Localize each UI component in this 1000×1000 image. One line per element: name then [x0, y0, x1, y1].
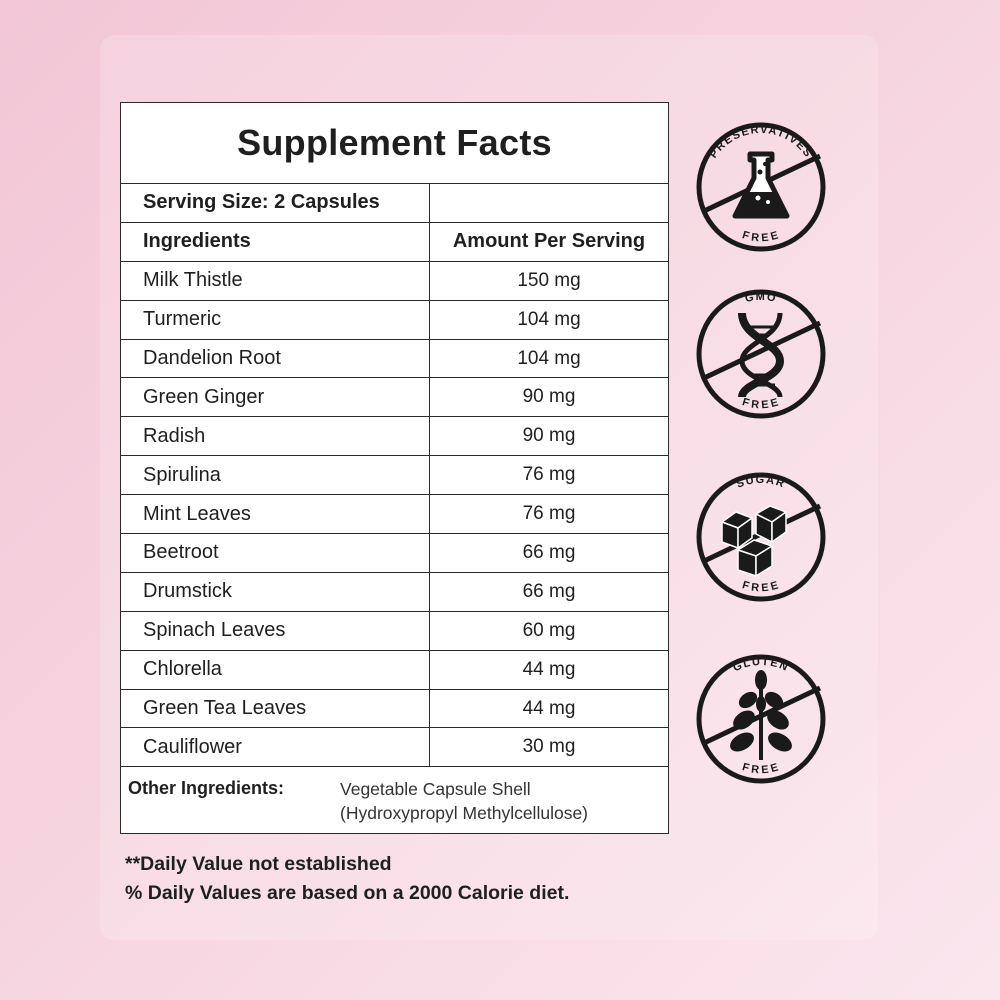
- ingredient-amount: 104 mg: [517, 308, 581, 330]
- svg-text:GMO: GMO: [744, 291, 778, 305]
- svg-text:FREE: FREE: [741, 761, 781, 776]
- badge-top-text: GMO: [744, 291, 776, 305]
- footnote-calorie-diet: % Daily Values are based on a 2000 Calor…: [125, 882, 570, 904]
- table-row: Green Ginger 90 mg: [121, 378, 668, 418]
- ingredient-name: Turmeric: [121, 300, 430, 339]
- ingredient-amount: 66 mg: [522, 541, 576, 563]
- badge-top-text: GLUTEN: [731, 656, 789, 674]
- svg-text:GLUTEN: GLUTEN: [731, 656, 790, 674]
- ingredient-amount: 104 mg: [517, 347, 581, 369]
- table-row: Mint Leaves 76 mg: [121, 495, 668, 535]
- ingredient-amount: 76 mg: [522, 503, 576, 525]
- table-header-row: Ingredients Amount Per Serving: [121, 222, 668, 262]
- ingredient-amount: 30 mg: [522, 736, 576, 758]
- ingredient-amount: 60 mg: [522, 619, 576, 641]
- svg-text:FREE: FREE: [741, 396, 781, 411]
- sugar-cubes-icon: SUGAR FREE: [696, 472, 826, 602]
- facts-title: Supplement Facts: [121, 103, 668, 184]
- flask-icon: PRESERVATIVES FREE: [696, 122, 826, 252]
- gmo-free-badge: GMO FREE: [690, 283, 832, 425]
- ingredient-amount: 44 mg: [522, 697, 576, 719]
- ingredient-name: Green Ginger: [121, 378, 430, 417]
- serving-size-row: Serving Size: 2 Capsules: [121, 184, 668, 223]
- ingredient-name: Dandelion Root: [121, 339, 430, 378]
- gluten-free-badge: GLUTEN FREE: [690, 648, 832, 790]
- ingredients-column-header: Ingredients: [121, 222, 430, 261]
- table-row: Radish 90 mg: [121, 417, 668, 457]
- table-row: Beetroot 66 mg: [121, 534, 668, 573]
- svg-text:SUGAR: SUGAR: [735, 474, 787, 491]
- table-row: Dandelion Root 104 mg: [121, 339, 668, 379]
- table-row: Spinach Leaves 60 mg: [121, 611, 668, 651]
- table-row: Spirulina 76 mg: [121, 456, 668, 496]
- ingredient-name: Green Tea Leaves: [121, 689, 430, 728]
- ingredient-name: Drumstick: [121, 572, 430, 611]
- serving-size-empty-cell: [430, 184, 668, 222]
- ingredient-amount: 90 mg: [522, 425, 576, 447]
- svg-text:FREE: FREE: [741, 579, 781, 594]
- sugar-free-badge: SUGAR FREE: [690, 466, 832, 608]
- table-row: Green Tea Leaves 44 mg: [121, 689, 668, 729]
- preservatives-free-badge: PRESERVATIVES FREE: [690, 116, 832, 258]
- other-ingredients: Other Ingredients: Vegetable Capsule She…: [121, 767, 668, 833]
- amount-column-header: Amount Per Serving: [452, 230, 646, 253]
- ingredient-amount: 66 mg: [522, 580, 576, 602]
- ingredient-amount: 150 mg: [517, 269, 581, 291]
- table-row: Cauliflower 30 mg: [121, 728, 668, 768]
- footnote-daily-value: **Daily Value not established: [125, 853, 392, 875]
- other-ingredients-line: (Hydroxypropyl Methylcellulose): [340, 803, 588, 824]
- table-row: Chlorella 44 mg: [121, 650, 668, 690]
- ingredient-name: Spinach Leaves: [121, 611, 430, 650]
- ingredient-amount: 76 mg: [522, 464, 576, 486]
- ingredient-name: Chlorella: [121, 650, 430, 689]
- table-row: Milk Thistle 150 mg: [121, 261, 668, 301]
- ingredient-name: Radish: [121, 417, 430, 456]
- ingredient-name: Cauliflower: [121, 728, 430, 767]
- table-row: Drumstick 66 mg: [121, 572, 668, 612]
- ingredient-name: Beetroot: [121, 534, 430, 572]
- wheat-icon: GLUTEN FREE: [696, 654, 826, 784]
- ingredient-name: Spirulina: [121, 456, 430, 495]
- badge-bottom-text: FREE: [741, 761, 780, 776]
- dna-icon: GMO FREE: [696, 289, 826, 419]
- serving-size-label: Serving Size: 2 Capsules: [121, 184, 430, 222]
- ingredient-name: Mint Leaves: [121, 495, 430, 534]
- badge-bottom-text: FREE: [741, 579, 780, 594]
- ingredient-amount: 44 mg: [522, 658, 576, 680]
- table-row: Turmeric 104 mg: [121, 300, 668, 340]
- badge-bottom-text: FREE: [741, 229, 780, 244]
- other-ingredients-line: Vegetable Capsule Shell: [340, 779, 531, 800]
- svg-text:FREE: FREE: [741, 229, 781, 244]
- badge-top-text: SUGAR: [735, 474, 786, 491]
- footnotes: **Daily Value not established % Daily Va…: [125, 850, 569, 908]
- ingredient-amount: 90 mg: [522, 386, 576, 408]
- supplement-facts-table: Supplement Facts Serving Size: 2 Capsule…: [120, 102, 669, 835]
- other-ingredients-label: Other Ingredients:: [128, 778, 285, 799]
- other-ingredients-value: Vegetable Capsule Shell (Hydroxypropyl M…: [340, 777, 588, 833]
- badge-bottom-text: FREE: [741, 396, 780, 411]
- ingredient-name: Milk Thistle: [121, 261, 430, 300]
